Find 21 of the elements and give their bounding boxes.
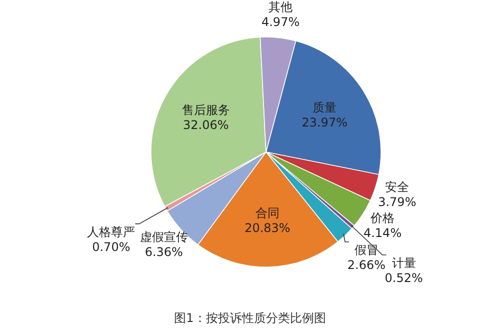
slice-label: 合同: [255, 206, 280, 220]
slice-label: 安全: [385, 180, 410, 194]
slice-label: 假冒: [354, 242, 378, 257]
slice-label: 其他: [268, 0, 293, 14]
data-label: 4.97%: [261, 14, 300, 29]
data-label: 3.79%: [378, 194, 416, 209]
text: 图1：按投诉性质分类比例图: [174, 311, 326, 325]
data-label: 23.97%: [302, 116, 348, 130]
slice-label: 质量: [312, 100, 337, 115]
data-label: 32.06%: [183, 118, 229, 132]
slice-label: 虚假宣传: [140, 230, 188, 244]
slice-label: 人格尊严: [87, 224, 136, 239]
slice-label: 售后服务: [182, 103, 230, 118]
data-label: 0.52%: [384, 270, 423, 285]
data-label: 2.66%: [347, 258, 386, 272]
slice-label: 计量: [392, 256, 416, 270]
data-label: 4.14%: [363, 226, 402, 240]
data-label: 0.70%: [92, 240, 130, 254]
data-label: 6.36%: [144, 244, 183, 259]
slice-label: 价格: [370, 210, 395, 225]
data-label: 20.83%: [244, 220, 290, 235]
